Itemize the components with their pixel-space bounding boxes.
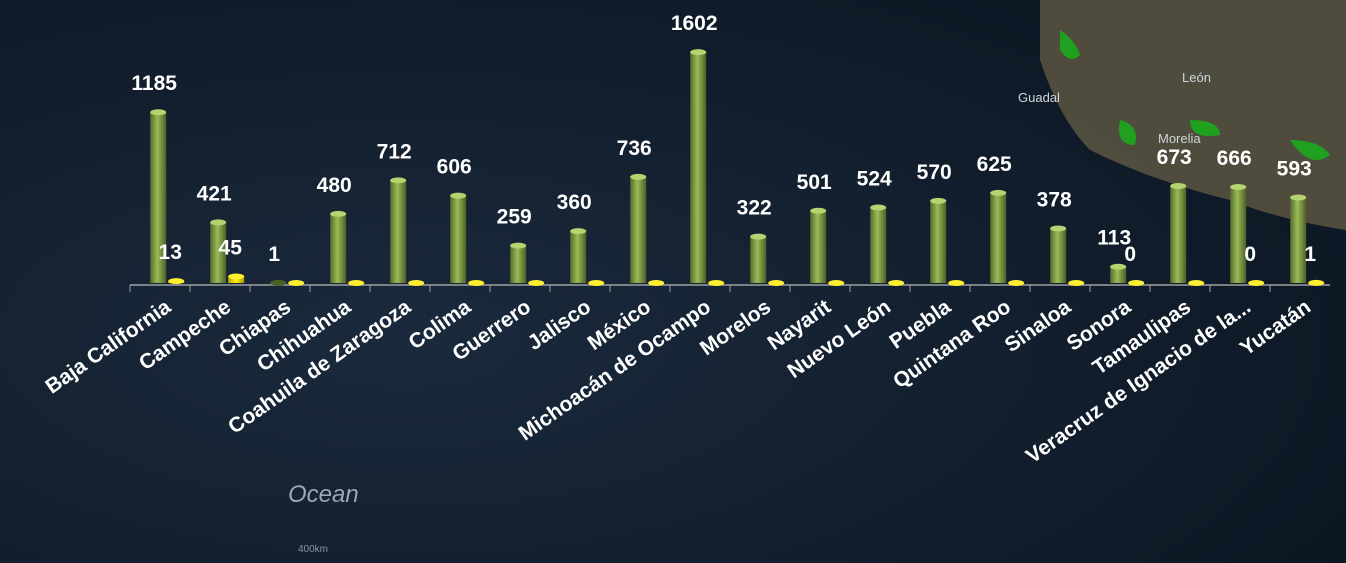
bar-cap [1170,183,1186,189]
bar-cap [948,280,964,286]
bar-cap [750,234,766,240]
bar-cap [588,280,604,286]
bar [990,193,1006,283]
bar [750,237,766,283]
bar [1290,198,1306,283]
bar-cap [1128,280,1144,286]
bar-cap [708,280,724,286]
bar-cap [1068,280,1084,286]
bar-cap [1308,280,1324,286]
bar [810,211,826,283]
bar [690,52,706,283]
bar-cap [990,190,1006,196]
bar-cap [228,274,244,280]
bar [630,177,646,283]
map-label: Guadal [1018,90,1060,105]
bar [510,246,526,283]
map-label: 400km [298,544,328,555]
data-label: 45 [219,237,243,260]
bar-cap [828,280,844,286]
bar-cap [510,243,526,249]
bar-cap [408,280,424,286]
bar-cap [288,280,304,286]
data-label: 378 [1037,189,1072,212]
bar-cap [1290,195,1306,201]
bar [1170,186,1186,283]
map-label: León [1182,70,1211,85]
data-label: 625 [977,153,1012,176]
data-label: 1602 [671,12,718,35]
map-label: Ocean [288,481,359,508]
data-label: 0 [1124,243,1136,266]
data-label: 570 [917,161,952,184]
bar-cap [1230,184,1246,190]
data-label: 736 [617,137,652,160]
bar-cap [1188,280,1204,286]
data-label: 480 [317,174,352,197]
data-label: 259 [497,206,532,229]
bar-cap [870,204,886,210]
bar-cap [1050,226,1066,232]
data-label: 1 [268,243,280,266]
data-label: 673 [1157,146,1192,169]
data-label: 712 [377,140,412,163]
bar-cap [1008,280,1024,286]
bar [390,180,406,283]
map-label: Morelia [1158,131,1201,146]
data-label: 1185 [131,72,177,95]
bar-cap [630,174,646,180]
chart: Guadal León Morelia Ocean 400km Baja Cal… [0,0,1346,563]
data-label: 421 [197,182,232,205]
bar-cap [468,280,484,286]
bar-cap [348,280,364,286]
data-label: 1 [1304,243,1316,266]
data-label: 322 [737,197,772,220]
data-label: 593 [1277,158,1312,181]
bar-cap [270,280,286,286]
bar-cap [168,278,184,284]
bar [330,214,346,283]
bar-cap [390,177,406,183]
data-label: 501 [797,171,832,194]
data-label: 524 [857,167,892,190]
bar [1050,229,1066,283]
bar-cap [1248,280,1264,286]
bar-cap [888,280,904,286]
bar [930,201,946,283]
bar-cap [210,219,226,225]
data-label: 606 [437,156,472,179]
data-label: 360 [557,191,592,214]
bar [570,231,586,283]
bar-cap [648,280,664,286]
bar-cap [150,109,166,115]
data-label: 666 [1217,147,1252,170]
bar-cap [528,280,544,286]
bar-cap [330,211,346,217]
data-label: 0 [1244,243,1256,266]
bar-cap [570,228,586,234]
bar [870,207,886,283]
data-label: 13 [159,241,182,264]
bar-cap [450,193,466,199]
bar-cap [810,208,826,214]
bar [1230,187,1246,283]
bar [450,196,466,283]
bar-cap [690,49,706,55]
bar-cap [930,198,946,204]
bar-cap [768,280,784,286]
